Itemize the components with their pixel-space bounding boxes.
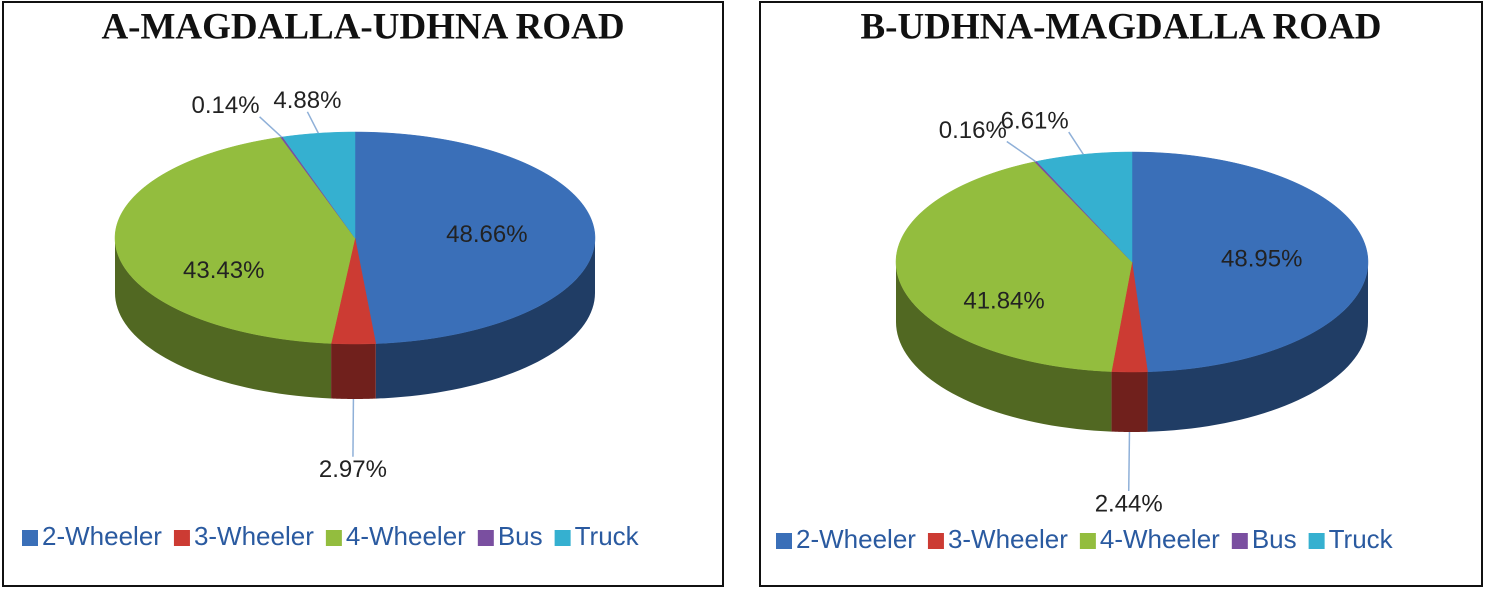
data-label: 4.88% xyxy=(273,87,341,114)
legend-swatch xyxy=(927,533,944,549)
data-label: 0.14% xyxy=(192,92,260,119)
slice-side xyxy=(115,238,332,399)
slice xyxy=(1036,151,1133,263)
pie: 48.66% 2.97% 43.43% 0.14% 4.88% 2-Wheeler 3-Wh… xyxy=(22,87,640,551)
data-label: 48.66% xyxy=(446,221,527,248)
leader-line xyxy=(1068,131,1084,155)
legend-label: Truck xyxy=(1329,524,1394,554)
legend-swatch xyxy=(776,533,792,549)
leader-line xyxy=(1127,431,1131,492)
data-label: 43.43% xyxy=(183,257,264,284)
legend-label: 4-Wheeler xyxy=(1100,524,1220,554)
legend-label: Truck xyxy=(575,521,640,551)
slice xyxy=(114,136,356,344)
legend-swatch xyxy=(173,530,190,546)
leader-line xyxy=(1006,140,1037,163)
data-label: 0.16% xyxy=(939,117,1007,144)
slice xyxy=(354,131,596,344)
chart-title: A-MAGDALLA-UDHNA ROAD xyxy=(101,6,624,47)
slice xyxy=(1111,261,1148,373)
legend-label: 4-Wheeler xyxy=(346,521,466,551)
data-label: 41.84% xyxy=(963,288,1044,315)
slice-side xyxy=(1147,262,1368,432)
legend-swatch xyxy=(22,530,38,546)
legend-label: 2-Wheeler xyxy=(42,521,162,551)
legend-swatch xyxy=(1308,533,1325,549)
slice-side xyxy=(375,238,595,399)
legend-swatch xyxy=(1231,533,1248,549)
data-label: 48.95% xyxy=(1221,245,1302,272)
data-label: 2.97% xyxy=(319,456,387,483)
slice xyxy=(330,237,377,345)
legend-swatch xyxy=(477,530,494,546)
slice-side xyxy=(331,343,376,399)
slice xyxy=(1131,151,1369,373)
legend-swatch xyxy=(325,530,342,546)
data-label: 6.61% xyxy=(1001,107,1069,134)
leader-line xyxy=(259,116,283,138)
legend-label: Bus xyxy=(498,521,543,551)
slice-side xyxy=(896,262,1112,432)
leader-line xyxy=(306,111,320,134)
slice xyxy=(895,161,1133,372)
chart-title: B-UDHNA-MAGDALLA ROAD xyxy=(860,6,1381,47)
legend-label: 2-Wheeler xyxy=(796,524,916,554)
pie: 48.95% 2.44% 41.84% 0.16%6.61% 2-Wheeler 3-Wh… xyxy=(776,107,1394,554)
legend-label: 3-Wheeler xyxy=(948,524,1068,554)
legend-label: Bus xyxy=(1252,524,1297,554)
legend-label: 3-Wheeler xyxy=(194,521,314,551)
slice-side xyxy=(1111,371,1148,432)
data-label: 2.44% xyxy=(1095,490,1163,517)
slice xyxy=(282,131,356,239)
legend-swatch xyxy=(554,530,571,546)
legend-swatch xyxy=(1079,533,1096,549)
